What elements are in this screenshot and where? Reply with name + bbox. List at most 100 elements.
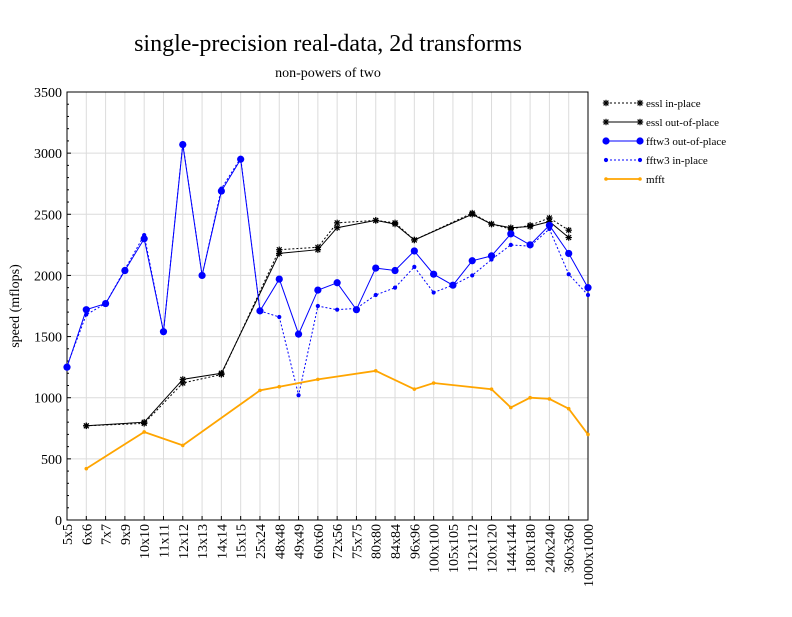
data-point bbox=[275, 275, 283, 283]
data-point-star bbox=[372, 217, 379, 224]
data-point bbox=[335, 307, 340, 312]
star-stroke bbox=[637, 119, 643, 125]
star-stroke bbox=[507, 224, 514, 231]
x-tick-label: 144x144 bbox=[505, 524, 520, 573]
x-tick-label: 14x14 bbox=[215, 524, 230, 559]
data-point-star bbox=[526, 223, 534, 230]
data-point bbox=[316, 377, 320, 382]
x-tick-label: 360x360 bbox=[563, 524, 578, 573]
data-point bbox=[142, 430, 146, 434]
data-point bbox=[547, 397, 552, 401]
x-tick-label: 96x96 bbox=[408, 524, 423, 559]
data-point bbox=[431, 381, 436, 385]
legend-entry: essl in-place bbox=[602, 98, 701, 110]
data-point bbox=[637, 157, 643, 163]
y-tick-label: 1000 bbox=[34, 392, 62, 407]
x-tick-label: 240x240 bbox=[543, 524, 558, 573]
data-point bbox=[586, 432, 590, 437]
data-point bbox=[585, 292, 591, 298]
x-tick-label: 10x10 bbox=[138, 524, 153, 559]
axes: 5x5 6x6 7x7 9x9 10x10 11x11 12x12 13x13 14x14 15x… bbox=[34, 86, 597, 587]
y-axis-label: speed (mflops) bbox=[8, 264, 23, 348]
chart-title: single-precision real-data, 2d transform… bbox=[134, 31, 522, 57]
legend-entry: fftw3 in-place bbox=[603, 155, 708, 167]
data-point bbox=[545, 221, 554, 229]
y-tick-label: 0 bbox=[55, 514, 62, 529]
series-mfft bbox=[84, 369, 590, 471]
star-stroke bbox=[83, 423, 90, 429]
data-point bbox=[333, 279, 341, 287]
data-point bbox=[314, 286, 322, 294]
star-stroke bbox=[603, 119, 609, 125]
y-tick-label: 3000 bbox=[34, 147, 62, 162]
data-point-star bbox=[565, 226, 572, 234]
data-point bbox=[509, 405, 513, 410]
y-tick-label: 3500 bbox=[34, 86, 62, 101]
y-tick-label: 1500 bbox=[34, 331, 62, 346]
data-point bbox=[372, 264, 380, 272]
star-stroke bbox=[488, 221, 495, 227]
data-point-star bbox=[276, 250, 283, 257]
data-point bbox=[431, 290, 436, 295]
data-point bbox=[103, 301, 108, 306]
legend-entry: fftw3 out-of-place bbox=[602, 136, 726, 148]
data-point bbox=[430, 270, 438, 278]
data-point-star bbox=[314, 246, 322, 253]
data-point-star bbox=[469, 211, 476, 218]
data-point bbox=[603, 157, 609, 163]
x-tick-label: 180x180 bbox=[524, 524, 539, 573]
data-point-star bbox=[391, 220, 399, 228]
data-point bbox=[508, 242, 513, 247]
star-stroke bbox=[334, 220, 340, 226]
data-point-star bbox=[507, 224, 515, 231]
x-tick-label: 100x100 bbox=[428, 524, 443, 573]
data-point bbox=[122, 267, 127, 272]
data-point-star bbox=[411, 236, 418, 244]
legend-entry: mfft bbox=[604, 174, 665, 186]
y-tick-label: 2000 bbox=[34, 269, 62, 284]
x-tick-label: 5x5 bbox=[61, 524, 76, 545]
star-stroke bbox=[603, 100, 609, 106]
x-tick-label: 13x13 bbox=[196, 524, 211, 559]
star-stroke bbox=[372, 217, 379, 224]
star-stroke bbox=[315, 246, 321, 253]
data-point-star bbox=[218, 370, 225, 377]
x-tick-label: 60x60 bbox=[312, 524, 327, 559]
data-point-star bbox=[636, 118, 644, 126]
legend-label: fftw3 out-of-place bbox=[646, 136, 726, 148]
series-line bbox=[66, 143, 589, 396]
x-tick-label: 12x12 bbox=[177, 524, 192, 559]
x-tick-label: 6x6 bbox=[80, 524, 95, 545]
x-tick-label: 9x9 bbox=[119, 524, 134, 545]
data-point bbox=[199, 273, 205, 278]
series-group bbox=[63, 140, 592, 471]
legend-label: mfft bbox=[646, 174, 665, 186]
data-point bbox=[84, 466, 89, 471]
data-point-star bbox=[179, 376, 186, 383]
data-point bbox=[638, 177, 642, 181]
data-point bbox=[161, 329, 166, 334]
series-line bbox=[66, 144, 589, 368]
data-point bbox=[258, 388, 262, 393]
data-point bbox=[412, 264, 417, 269]
x-tick-label: 1000x1000 bbox=[582, 524, 597, 587]
data-point bbox=[489, 387, 494, 391]
data-point bbox=[373, 292, 378, 298]
star-stroke bbox=[179, 376, 186, 383]
data-point bbox=[296, 393, 301, 398]
x-tick-label: 49x49 bbox=[293, 524, 308, 559]
x-tick-label: 84x84 bbox=[389, 524, 404, 559]
data-point bbox=[470, 273, 475, 278]
data-point-star bbox=[333, 224, 341, 231]
data-point-star bbox=[83, 422, 90, 430]
star-stroke bbox=[411, 237, 418, 243]
chart-subtitle: non-powers of two bbox=[275, 66, 381, 81]
data-point bbox=[528, 243, 533, 249]
data-point bbox=[140, 235, 148, 243]
data-point-star bbox=[140, 418, 148, 426]
data-point bbox=[373, 369, 378, 373]
series-line bbox=[86, 213, 570, 427]
data-point-star bbox=[602, 118, 610, 126]
data-point bbox=[219, 186, 224, 191]
